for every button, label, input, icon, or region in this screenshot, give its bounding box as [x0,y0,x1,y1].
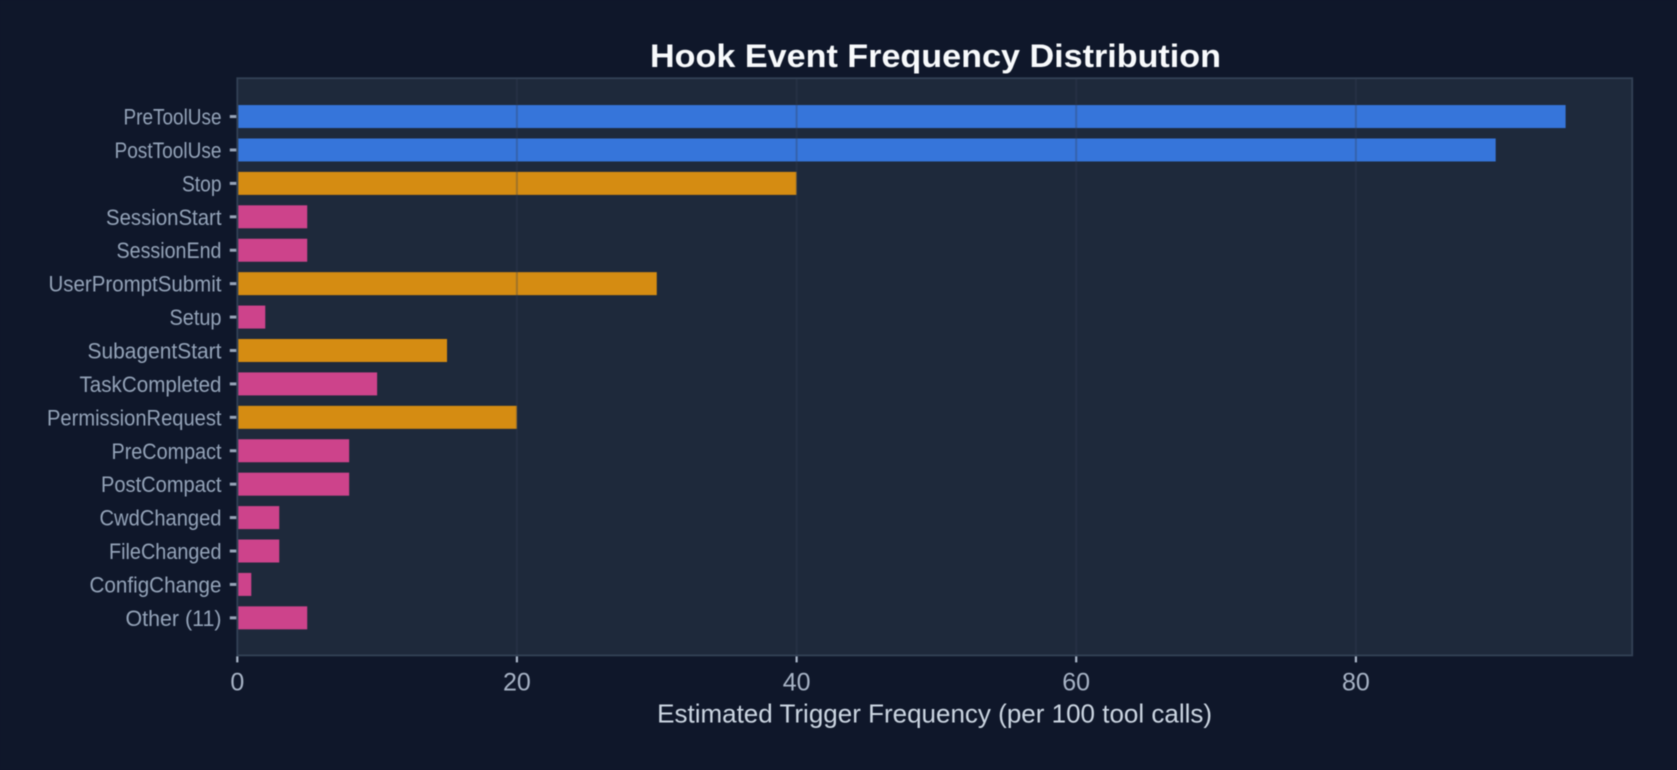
svg-text:40: 40 [783,669,811,697]
svg-text:PostToolUse: PostToolUse [115,138,222,163]
svg-text:80: 80 [1342,669,1370,697]
svg-text:Other (11): Other (11) [126,606,222,631]
svg-text:PostCompact: PostCompact [101,472,222,497]
svg-text:SessionEnd: SessionEnd [117,238,222,263]
svg-text:FileChanged: FileChanged [109,539,222,564]
svg-text:UserPromptSubmit: UserPromptSubmit [49,272,222,297]
svg-text:60: 60 [1062,669,1090,697]
svg-text:Hook Event Frequency Distribut: Hook Event Frequency Distribution [650,38,1221,74]
svg-text:SessionStart: SessionStart [106,205,222,230]
svg-text:PermissionRequest: PermissionRequest [47,405,222,430]
svg-text:PreToolUse: PreToolUse [124,105,222,130]
svg-text:Setup: Setup [170,305,222,330]
svg-text:Stop: Stop [182,171,222,196]
svg-text:PreCompact: PreCompact [112,439,222,464]
svg-text:TaskCompleted: TaskCompleted [80,372,222,397]
svg-text:Estimated Trigger Frequency (p: Estimated Trigger Frequency (per 100 too… [657,699,1212,729]
svg-text:20: 20 [503,669,531,697]
svg-text:SubagentStart: SubagentStart [88,338,222,363]
svg-text:ConfigChange: ConfigChange [90,572,222,597]
svg-text:0: 0 [230,669,244,697]
svg-text:CwdChanged: CwdChanged [100,506,222,531]
